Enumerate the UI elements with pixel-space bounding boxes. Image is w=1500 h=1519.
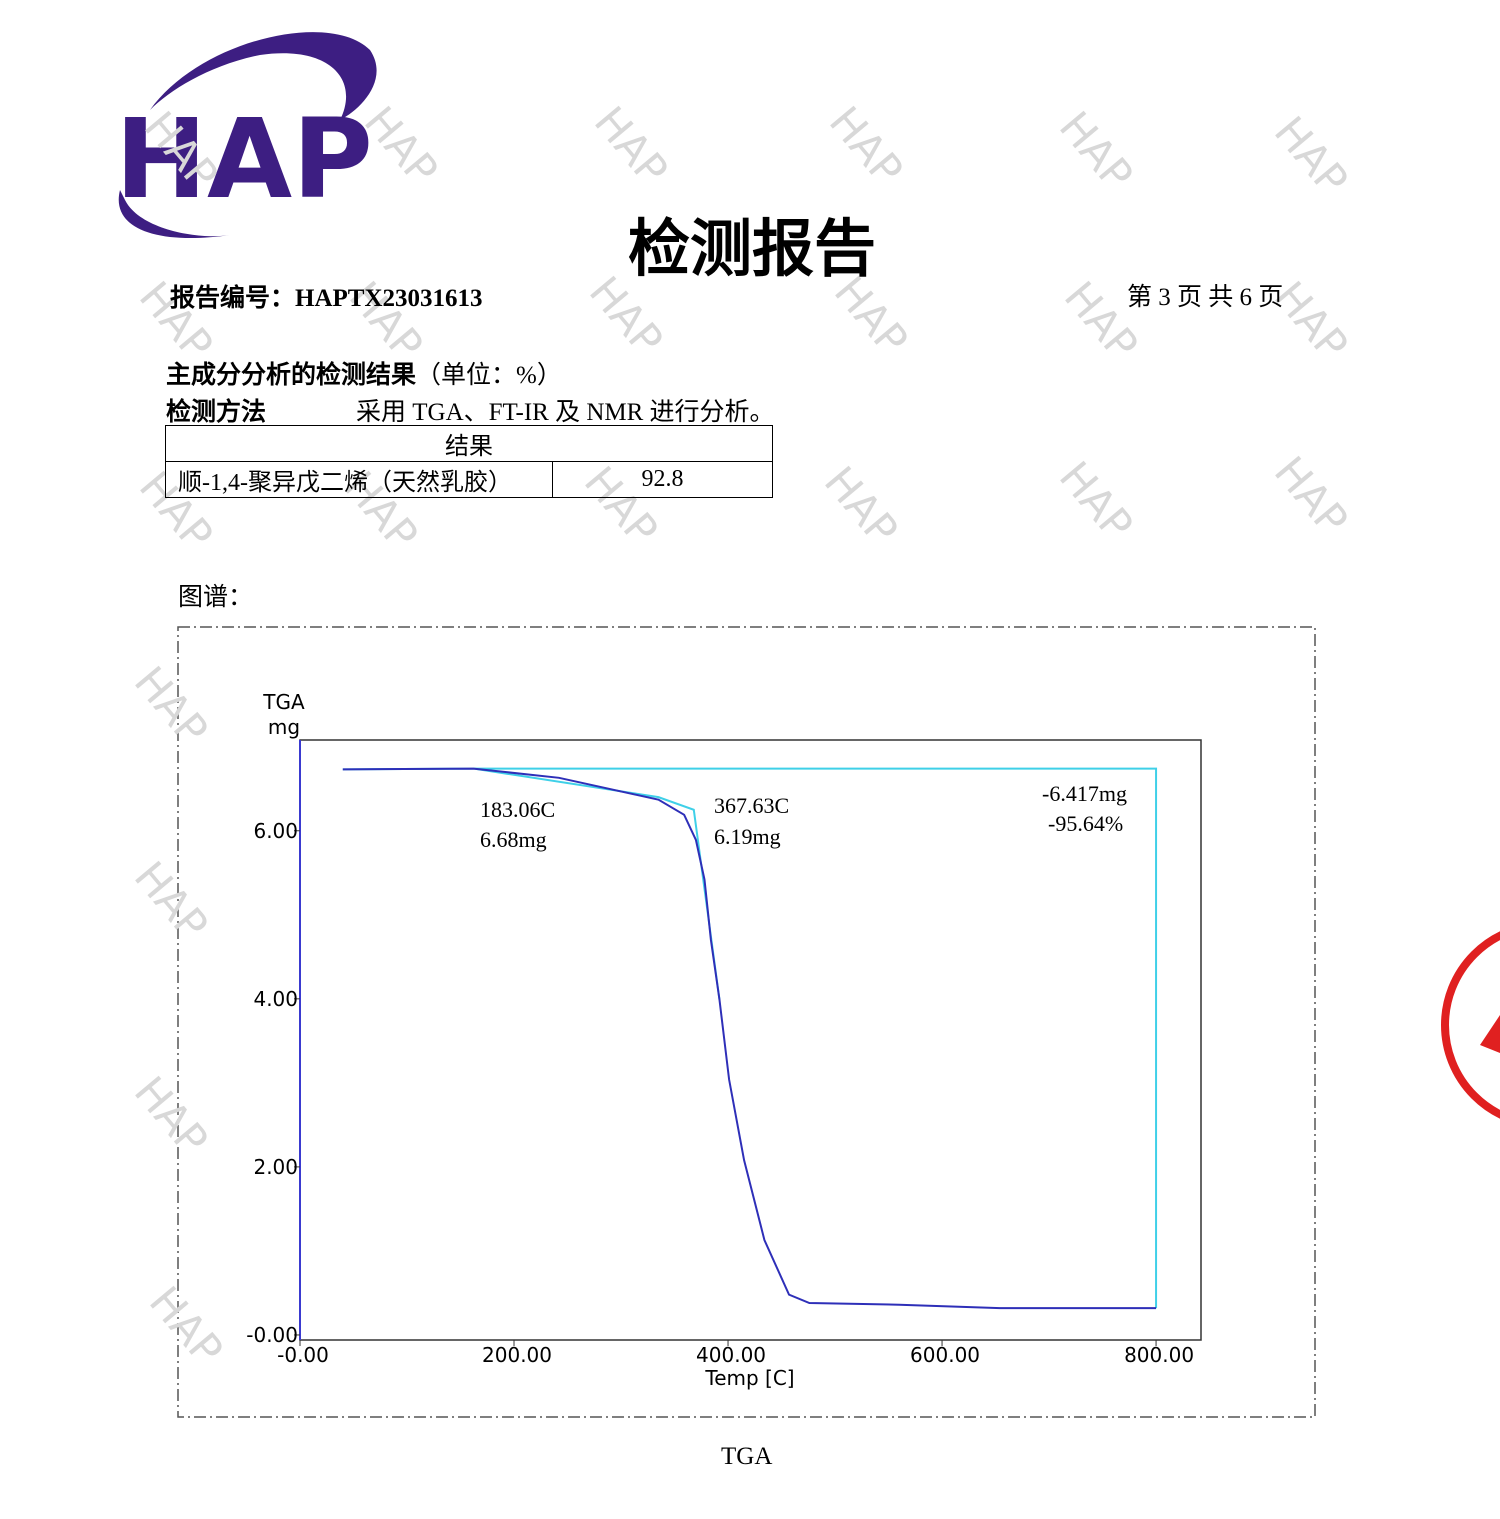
annotation: 6.68mg <box>480 827 547 852</box>
tga-line <box>342 767 1157 1310</box>
x-tick-label: -0.00 <box>277 1343 329 1367</box>
method-label: 检测方法 <box>166 399 267 426</box>
watermark: HAP <box>1265 447 1358 544</box>
page-info: 第 3 页 共 6 页 <box>1127 284 1284 311</box>
y-tick-label: 4.00 <box>253 987 298 1011</box>
watermark: HAP <box>1265 107 1358 204</box>
watermark: HAP <box>125 1067 218 1164</box>
result-table: 结果 顺-1,4-聚异戊二烯（天然乳胶） 92.8 <box>165 425 773 498</box>
x-tick-label: 600.00 <box>910 1343 980 1367</box>
method-text: 采用 TGA、FT-IR 及 NMR 进行分析。 <box>356 399 775 426</box>
caption: TGA <box>721 1443 773 1470</box>
annotation: -95.64% <box>1048 811 1123 836</box>
table-cell: 顺-1,4-聚异戊二烯（天然乳胶） <box>165 461 553 498</box>
logo-text: HAP <box>115 95 373 223</box>
watermark: HAP <box>1050 452 1143 549</box>
figure-label: 图谱： <box>178 584 254 611</box>
y-tick-label: 6.00 <box>253 819 298 843</box>
table-cell: 92.8 <box>552 461 773 498</box>
watermark: HAP <box>125 657 218 754</box>
annotation: -6.417mg <box>1042 781 1127 806</box>
unit: （单位：%） <box>416 362 562 389</box>
watermark: HAP <box>1050 102 1143 199</box>
section-heading: 主成分分析的检测结果 <box>166 362 417 389</box>
x-tick-label: 400.00 <box>696 1343 766 1367</box>
watermark: HAP <box>820 97 913 194</box>
watermark: HAP <box>815 457 908 554</box>
report-no: 报告编号：HAPTX23031613 <box>170 285 483 312</box>
y-axis-label: mg <box>268 715 300 739</box>
annotation: 6.19mg <box>714 824 781 849</box>
watermark: HAP <box>585 97 678 194</box>
logo: HAP <box>115 32 377 238</box>
watermark: HAP <box>125 852 218 949</box>
title: 检测报告 <box>628 216 877 284</box>
annotation: 183.06C <box>480 797 555 822</box>
y-tick-label: -0.00 <box>246 1323 298 1347</box>
figure-frame <box>177 626 1316 1418</box>
x-axis-label: Temp [C] <box>704 1366 794 1390</box>
tga-line <box>342 767 1158 1309</box>
watermark: HAP <box>140 1277 233 1374</box>
annotation: 367.63C <box>714 793 789 818</box>
x-tick-label: 200.00 <box>482 1343 552 1367</box>
stamp <box>1441 931 1500 1119</box>
table-header: 结果 <box>165 425 773 462</box>
x-tick-label: 800.00 <box>1124 1343 1194 1367</box>
y-axis-label: TGA <box>262 690 305 714</box>
y-tick-label: 2.00 <box>253 1155 298 1179</box>
